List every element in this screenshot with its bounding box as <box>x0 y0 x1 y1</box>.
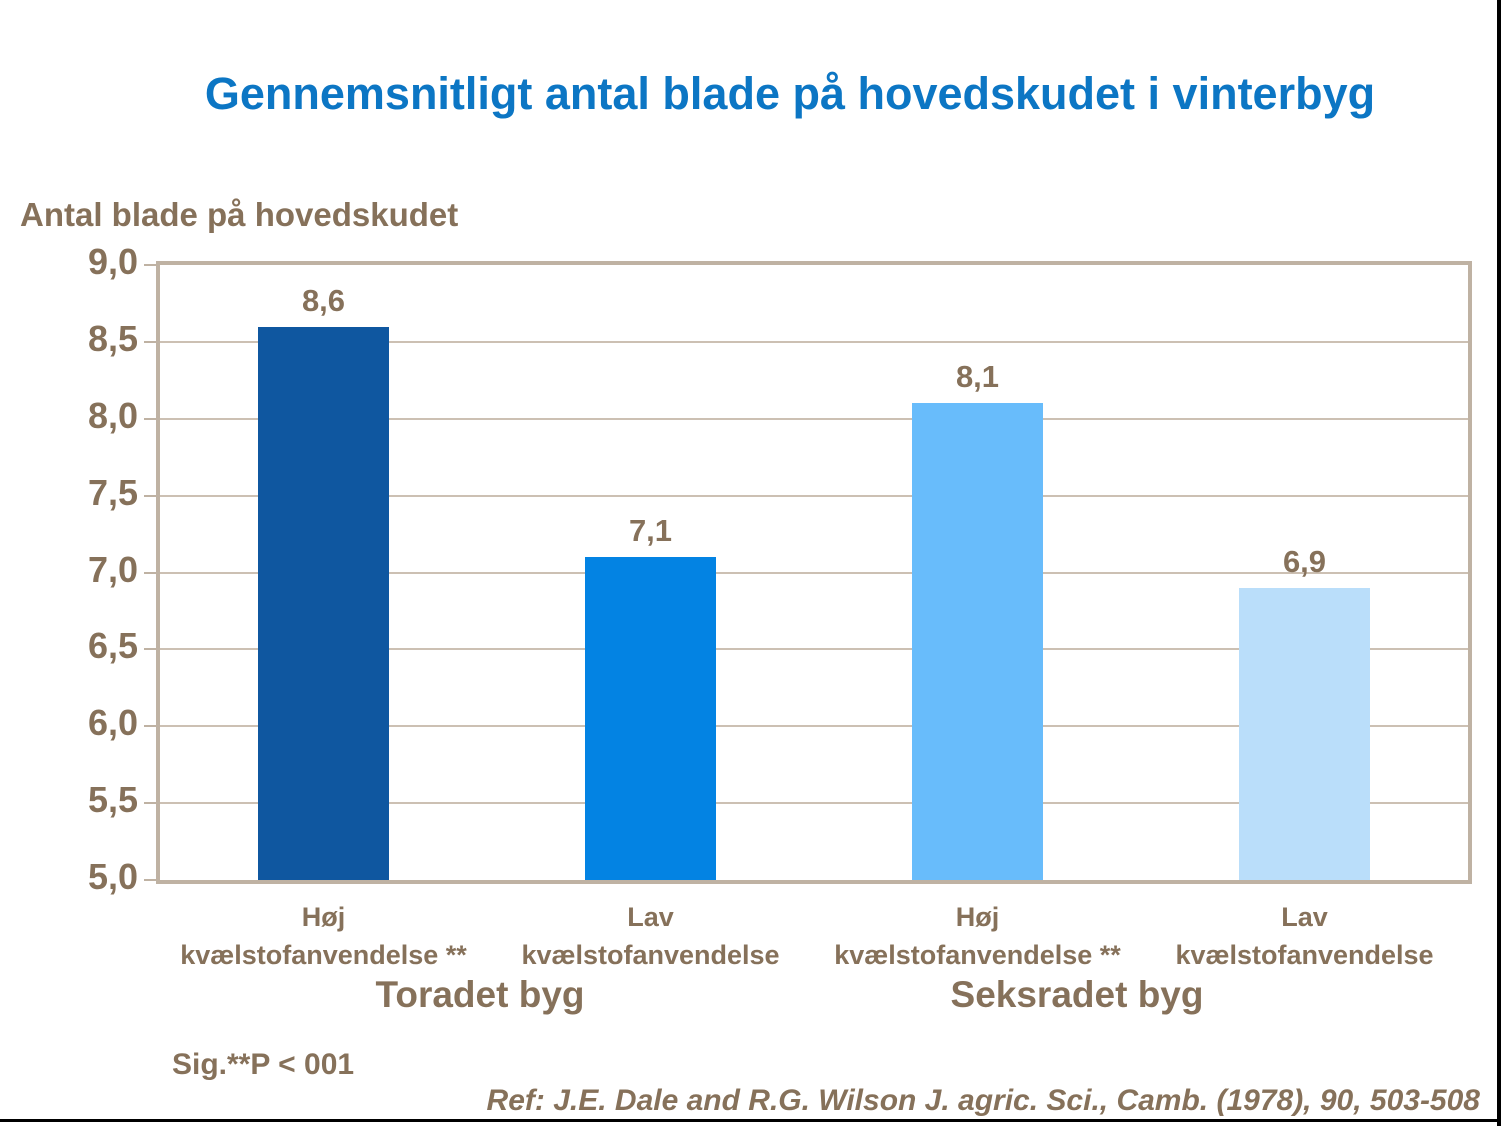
x-category-label-line: kvælstofanvendelse <box>1175 940 1434 970</box>
gridline <box>160 725 1468 728</box>
bar <box>912 403 1043 880</box>
gridline <box>160 648 1468 651</box>
x-category-label: Lav kvælstofanvendelse <box>1135 898 1475 974</box>
axis-tick <box>144 264 160 266</box>
axis-tick <box>144 340 160 343</box>
axis-tick <box>144 648 160 651</box>
x-category-label-line: kvælstofanvendelse ** <box>180 940 467 970</box>
axis-tick <box>144 494 160 497</box>
axis-tick <box>144 725 160 728</box>
x-category-label: Høj kvælstofanvendelse ** <box>808 898 1148 974</box>
gridline <box>160 340 1468 343</box>
bar <box>585 557 716 880</box>
gridline <box>160 802 1468 805</box>
gridline <box>160 417 1468 420</box>
axis-tick <box>144 417 160 420</box>
group-label: Toradet byg <box>375 974 585 1015</box>
axis-tick <box>144 571 160 574</box>
x-category-label-line: Høj <box>955 902 1000 932</box>
y-tick-label: 6,5 <box>87 625 138 667</box>
y-tick-label: 5,0 <box>87 856 138 897</box>
x-category-label: Lav kvælstofanvendelse <box>481 898 821 974</box>
bar-value-label: 7,1 <box>628 513 673 549</box>
significance-note: Sig.**P < 001 <box>172 1048 355 1081</box>
y-tick-label: 7,5 <box>87 471 138 513</box>
y-tick-label: 8,5 <box>87 317 138 359</box>
axis-tick <box>144 879 160 881</box>
group-label: Seksradet byg <box>950 974 1204 1015</box>
frame-line-bottom <box>0 1119 1501 1122</box>
bar <box>1239 587 1370 880</box>
x-category-label-line: Lav <box>1281 902 1328 932</box>
x-category-label-line: Høj <box>301 902 346 932</box>
bar <box>258 326 389 880</box>
x-category-label-line: Lav <box>627 902 674 932</box>
y-tick-label: 5,5 <box>87 779 138 821</box>
y-tick-label: 6,0 <box>87 702 138 744</box>
y-tick-label: 7,0 <box>87 548 138 590</box>
x-category-label-line: kvælstofanvendelse <box>521 940 780 970</box>
bar-value-label: 6,9 <box>1282 543 1327 579</box>
bar-value-label: 8,6 <box>301 282 346 318</box>
chart-title: Gennemsnitligt antal blade på hovedskude… <box>204 68 1376 119</box>
x-category-label-line: kvælstofanvendelse ** <box>834 940 1121 970</box>
y-axis-title: Antal blade på hovedskudet <box>20 196 459 233</box>
reference-citation: Ref: J.E. Dale and R.G. Wilson J. agric.… <box>486 1084 1480 1117</box>
frame-line-right <box>1497 0 1501 1126</box>
gridline <box>160 494 1468 497</box>
x-category-label: Høj kvælstofanvendelse ** <box>154 898 494 974</box>
gridline <box>160 571 1468 574</box>
bar-value-label: 8,1 <box>955 359 1000 395</box>
y-tick-label: 8,0 <box>87 394 138 436</box>
axis-tick <box>144 802 160 805</box>
y-tick-label: 9,0 <box>87 241 138 282</box>
